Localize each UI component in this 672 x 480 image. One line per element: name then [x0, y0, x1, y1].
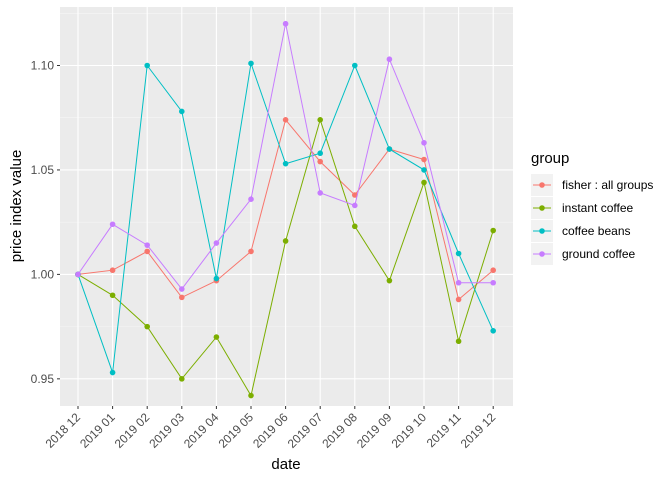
- data-point: [213, 240, 220, 246]
- data-point: [386, 277, 393, 284]
- x-axis-title: date: [271, 456, 300, 473]
- data-point: [248, 248, 254, 255]
- legend-key-point: [539, 205, 545, 211]
- data-point: [490, 227, 497, 234]
- data-point: [455, 250, 462, 257]
- data-point: [421, 156, 427, 163]
- data-point: [317, 158, 324, 165]
- data-point: [352, 62, 358, 69]
- data-point: [455, 279, 462, 286]
- data-point: [248, 392, 254, 399]
- y-tick-label: 1.05: [31, 163, 55, 177]
- plot-panel: [60, 7, 513, 406]
- data-point: [213, 275, 220, 282]
- data-point: [248, 196, 254, 202]
- data-point: [144, 248, 150, 255]
- data-point: [75, 271, 81, 278]
- legend: group fisher : all groups instant coffee c…: [531, 150, 653, 265]
- x-tick-label: 2019 09: [354, 410, 395, 451]
- x-tick-label: 2019 10: [389, 410, 430, 451]
- data-point: [179, 286, 185, 292]
- data-point: [248, 60, 254, 67]
- data-point: [282, 20, 289, 27]
- data-point: [144, 323, 150, 330]
- x-tick-label: 2019 11: [424, 410, 464, 450]
- data-point: [421, 179, 427, 186]
- data-point: [179, 108, 185, 115]
- data-point: [421, 139, 427, 146]
- data-point: [144, 242, 150, 248]
- data-point: [109, 369, 116, 376]
- legend-label: ground coffee: [562, 247, 635, 261]
- x-tick-label: 2019 08: [319, 410, 360, 451]
- data-point: [455, 296, 462, 303]
- x-tick-label: 2018 12: [43, 410, 84, 451]
- data-point: [317, 117, 324, 123]
- y-tick-label: 1.00: [31, 267, 55, 281]
- data-point: [490, 327, 497, 334]
- data-point: [282, 238, 289, 244]
- data-point: [490, 267, 497, 274]
- x-tick-label: 2019 04: [181, 410, 222, 451]
- data-point: [455, 338, 462, 345]
- x-tick-label: 2019 05: [216, 410, 257, 451]
- legend-label: coffee beans: [562, 224, 631, 238]
- data-point: [109, 221, 116, 228]
- x-tick-label: 2019 03: [146, 410, 187, 451]
- data-point: [109, 292, 116, 299]
- data-point: [282, 117, 289, 123]
- x-tick-label: 2019 02: [112, 410, 153, 451]
- x-tick-label: 2019 12: [458, 410, 499, 451]
- legend-key-point: [539, 251, 545, 257]
- data-point: [317, 190, 324, 196]
- data-point: [213, 334, 220, 340]
- legend-label: instant coffee: [562, 201, 633, 215]
- legend-key-point: [539, 182, 545, 188]
- legend-items: fisher : all groups instant coffee coffee …: [531, 174, 653, 265]
- data-point: [317, 150, 324, 157]
- y-tick-label: 1.10: [31, 58, 55, 72]
- data-point: [144, 62, 150, 69]
- data-point: [490, 279, 497, 286]
- data-point: [386, 56, 393, 63]
- data-point: [109, 267, 116, 274]
- data-point: [352, 202, 358, 209]
- legend-key-point: [539, 228, 545, 234]
- legend-label: fisher : all groups: [562, 178, 653, 192]
- data-point: [352, 192, 358, 198]
- data-point: [421, 167, 427, 173]
- series-layer: [75, 20, 497, 399]
- x-tick-label: 2019 01: [77, 410, 118, 451]
- legend-title: group: [531, 150, 569, 167]
- y-tick-label: 0.95: [31, 372, 55, 386]
- data-point: [352, 223, 358, 230]
- y-axis-title: price index value: [8, 150, 25, 263]
- x-tick-label: 2019 06: [250, 410, 291, 451]
- data-point: [179, 376, 185, 382]
- x-tick-label: 2019 07: [285, 410, 326, 451]
- data-point: [386, 146, 393, 152]
- data-point: [282, 160, 289, 167]
- data-point: [179, 294, 185, 301]
